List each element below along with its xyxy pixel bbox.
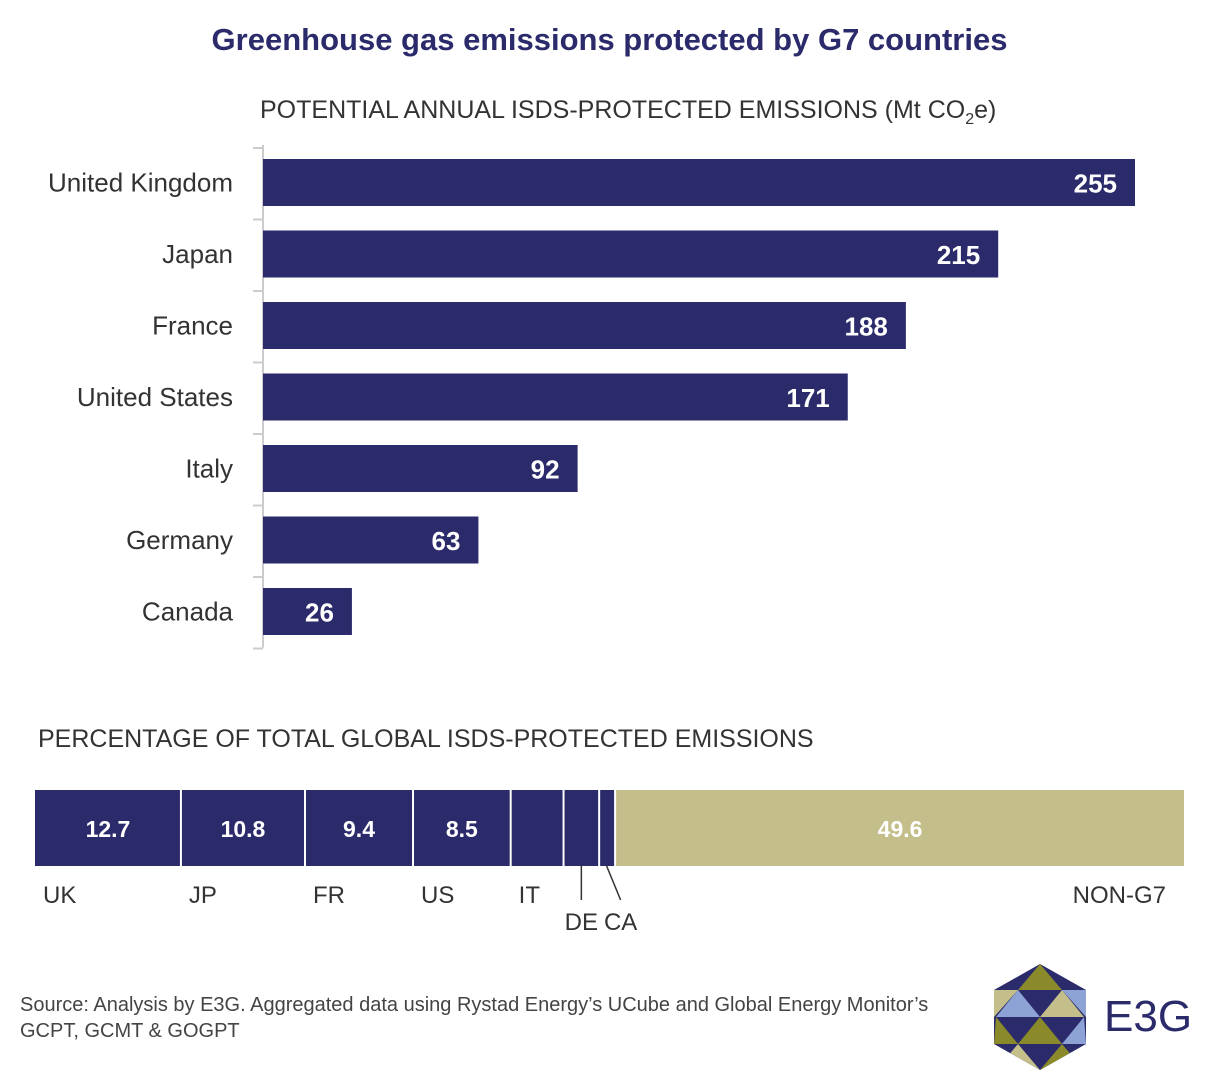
segment-label: FR [313, 882, 345, 909]
bar-value-label: 215 [937, 240, 980, 270]
leader-line [605, 865, 622, 901]
segment-label: UK [43, 882, 76, 909]
subtitle-subscript: 2 [965, 111, 975, 128]
category-label: Germany [126, 525, 233, 555]
chart-canvas: 255 United Kingdom 215 Japan 188 France 171 Uni… [35, 145, 1184, 936]
segment-non-g7 [616, 790, 1184, 866]
bar-value-label: 63 [432, 526, 461, 556]
segment-label: CA [604, 909, 637, 936]
category-label: United Kingdom [48, 168, 233, 198]
bar-value-label: 255 [1074, 169, 1117, 199]
hexagon-logo-icon [994, 964, 1086, 1070]
segment-uk [35, 790, 181, 866]
segment-value-label: 9.4 [343, 816, 375, 842]
bar-value-label: 171 [786, 383, 829, 413]
category-label: United States [77, 382, 233, 412]
bar-canada [263, 588, 352, 635]
segment-value-label: 10.8 [221, 816, 266, 842]
bar-italy [263, 445, 578, 492]
bar-germany [263, 516, 479, 564]
source-note: Source: Analysis by E3G. Aggregated data… [20, 994, 929, 1042]
segment-it [510, 790, 564, 866]
category-label: Japan [162, 239, 233, 269]
bar-united-states [263, 373, 848, 421]
segment-de [563, 790, 600, 866]
subtitle-end: e) [974, 96, 997, 124]
segment-fr [305, 790, 414, 866]
bar-france [263, 302, 906, 349]
category-label: Italy [185, 454, 233, 484]
bar-value-label: 26 [305, 598, 334, 628]
category-label: Canada [142, 597, 234, 627]
bar-chart-subtitle: POTENTIAL ANNUAL ISDS-PROTECTED EMISSION… [260, 96, 996, 129]
stacked-chart-subtitle: PERCENTAGE OF TOTAL GLOBAL ISDS-PROTECTE… [38, 725, 814, 753]
segment-label: JP [189, 882, 217, 909]
segment-value-label: 12.7 [86, 816, 131, 842]
subtitle-main: POTENTIAL ANNUAL ISDS-PROTECTED EMISSION… [260, 96, 966, 124]
category-label: France [152, 311, 233, 341]
segment-ca [599, 790, 615, 866]
bar-value-label: 188 [844, 312, 887, 342]
segment-us [413, 790, 511, 866]
segment-label: US [421, 882, 454, 909]
logo-text: E3G [1104, 992, 1193, 1041]
chart-title: Greenhouse gas emissions protected by G7… [211, 22, 1008, 57]
segment-label: DE [565, 909, 598, 936]
segment-label: NON-G7 [1073, 882, 1166, 909]
segment-value-label: 49.6 [878, 816, 923, 842]
bar-japan [263, 230, 999, 278]
segment-jp [180, 790, 306, 866]
bar-value-label: 92 [531, 455, 560, 485]
bar-united-kingdom [263, 159, 1135, 206]
segment-value-label: 8.5 [446, 816, 478, 842]
segment-label: IT [519, 882, 541, 909]
